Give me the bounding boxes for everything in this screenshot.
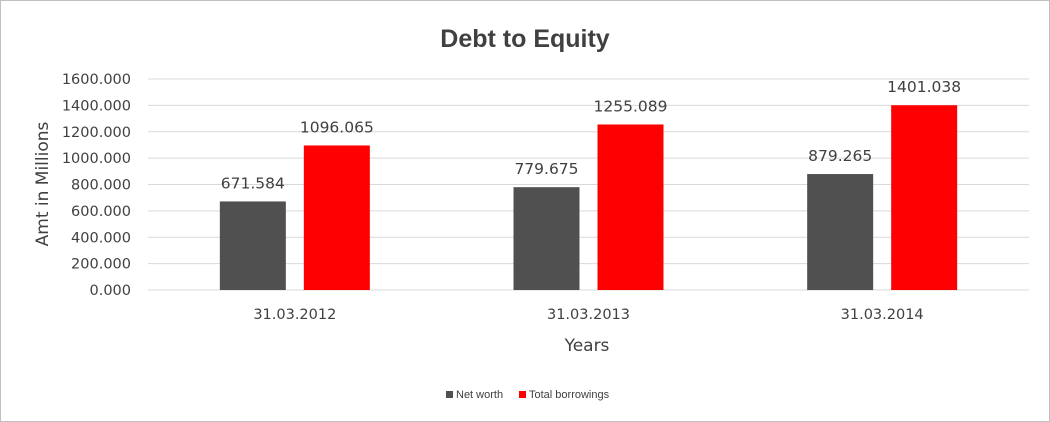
y-tick-label: 400.000 (71, 230, 131, 246)
y-tick-label: 1000.000 (62, 151, 131, 167)
bar-net-worth (807, 174, 874, 290)
legend: Net worth Total borrowings (446, 389, 610, 401)
y-tick-label: 1200.000 (62, 125, 131, 141)
bar-total-borrowings (597, 124, 664, 290)
y-tick-label: 600.000 (71, 204, 131, 220)
y-tick-label: 200.000 (71, 257, 131, 273)
bar-total-borrowings (891, 105, 958, 290)
y-tick-label: 1400.000 (62, 98, 131, 114)
x-tick-label: 31.03.2014 (841, 307, 924, 323)
legend-label: Net worth (456, 389, 503, 401)
y-axis-title: Amt in Millions (33, 121, 53, 246)
bar-net-worth (513, 187, 580, 290)
x-axis-title: Years (564, 336, 610, 356)
x-tick-labels: 31.03.2012 31.03.2013 31.03.2014 (253, 307, 923, 323)
bars (219, 105, 958, 290)
data-label: 879.265 (808, 147, 872, 165)
data-label: 671.584 (221, 174, 285, 192)
data-labels: 671.584 1096.065 779.675 1255.089 879.265 140… (221, 78, 961, 192)
data-label: 779.675 (514, 160, 578, 178)
legend-swatch (519, 391, 526, 398)
y-tick-label: 1600.000 (62, 72, 131, 88)
legend-swatch (446, 391, 453, 398)
y-tick-labels: 0.000 200.000 400.000 600.000 800.000 1000.00… (62, 72, 131, 299)
bar-net-worth (219, 201, 286, 290)
gridlines (148, 78, 1029, 291)
data-label: 1255.089 (594, 97, 668, 115)
chart-title: Debt to Equity (440, 25, 610, 53)
data-label: 1096.065 (300, 118, 374, 136)
bar-total-borrowings (303, 145, 370, 290)
data-label: 1401.038 (887, 78, 961, 96)
x-tick-label: 31.03.2012 (253, 307, 336, 323)
y-tick-label: 800.000 (71, 178, 131, 194)
legend-label: Total borrowings (529, 389, 610, 401)
x-tick-label: 31.03.2013 (547, 307, 630, 323)
y-tick-label: 0.000 (89, 283, 131, 299)
